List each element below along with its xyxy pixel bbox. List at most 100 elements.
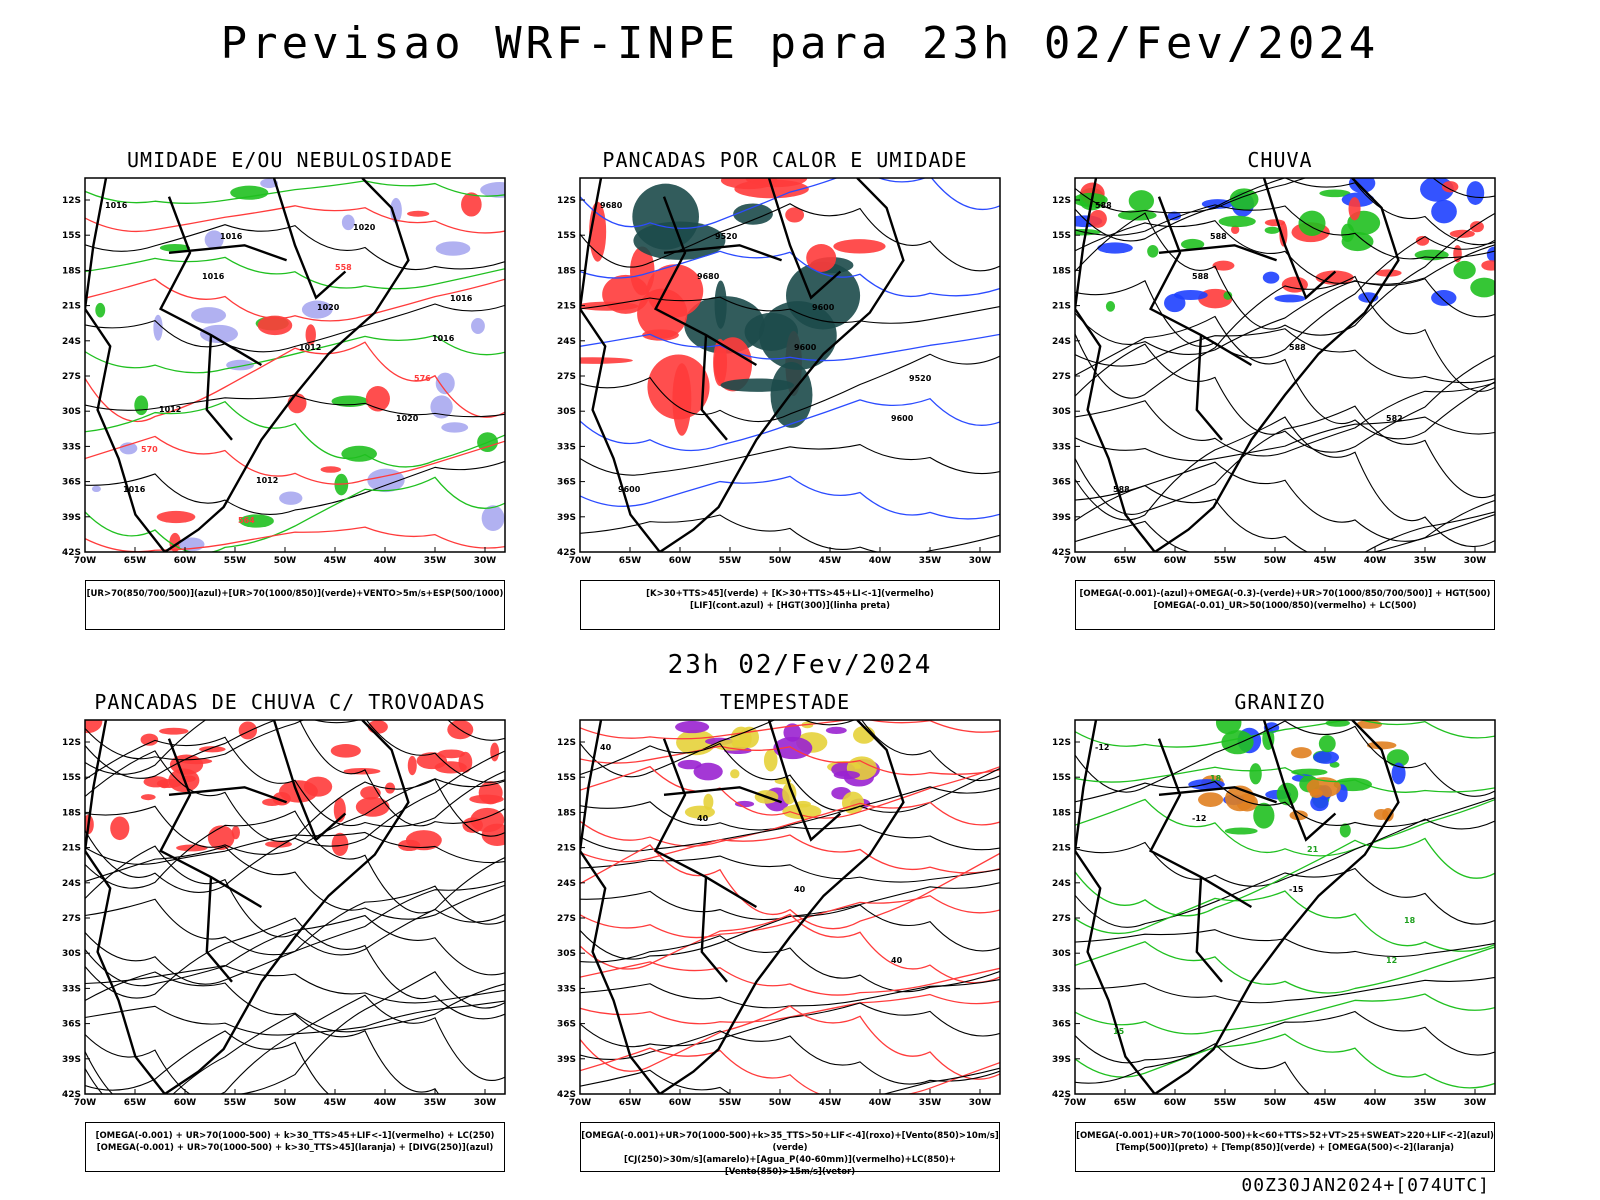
- longitude-label: 65W: [619, 556, 642, 566]
- latitude-label: 36S: [557, 1020, 576, 1030]
- coastline-borders: [580, 720, 905, 1094]
- contour-label: 588: [1113, 485, 1130, 494]
- contour-label: 40: [697, 814, 709, 823]
- panel-title: PANCADAS DE CHUVA C/ TROVOADAS: [94, 690, 486, 714]
- latitude-label: 27S: [1052, 372, 1071, 382]
- latitude-label: 24S: [1052, 337, 1071, 347]
- contour-label: 1012: [159, 405, 181, 414]
- contour-label: 40: [600, 743, 612, 752]
- field-shading: [91, 178, 505, 552]
- longitude-label: 70W: [1064, 1098, 1087, 1108]
- longitude-label: 60W: [174, 1098, 197, 1108]
- longitude-label: 45W: [819, 556, 842, 566]
- coastline-borders: [580, 178, 905, 552]
- longitude-label: 40W: [1364, 1098, 1387, 1108]
- contour-label: 1020: [317, 303, 340, 312]
- longitude-label: 55W: [224, 556, 247, 566]
- latitude-label: 21S: [1052, 844, 1071, 854]
- latitude-label: 33S: [557, 984, 576, 994]
- latitude-label: 30S: [557, 407, 576, 417]
- latitude-label: 33S: [62, 442, 81, 452]
- latitude-label: 33S: [557, 442, 576, 452]
- contour-lines: [1075, 178, 1495, 552]
- contour-label: 1020: [353, 223, 376, 232]
- panel-title: PANCADAS POR CALOR E UMIDADE: [602, 148, 968, 172]
- latitude-label: 15S: [1052, 773, 1071, 783]
- contour-label: 582: [1386, 414, 1403, 423]
- longitude-label: 70W: [74, 556, 97, 566]
- legend-line: [CJ(250)>30m/s](amarelo)+[Agua_P(40-60mm…: [623, 1155, 957, 1177]
- legend-line: [LIF](cont.azul) + [HGT(300)](linha pret…: [689, 601, 891, 611]
- panel-legend: [OMEGA(-0.001) + UR>70(1000-500) + k>30_…: [85, 1122, 505, 1172]
- contour-label: 12: [1386, 956, 1397, 965]
- latitude-label: 27S: [62, 372, 81, 382]
- latitude-label: 12S: [557, 196, 576, 206]
- forecast-time-title: 23h 02/Fev/2024: [667, 650, 933, 680]
- latitude-label: 12S: [1052, 196, 1071, 206]
- legend-line: [OMEGA(-0.001)+UR>70(1000-500)+k<60+TTS>…: [1076, 1131, 1494, 1141]
- latitude-label: 12S: [557, 738, 576, 748]
- latitude-label: 18S: [62, 266, 81, 276]
- latitude-label: 30S: [62, 407, 81, 417]
- panel-title: GRANIZO: [1234, 690, 1326, 714]
- legend-line: [OMEGA(-0.001)-(azul)+OMEGA(-0.3)-(verde…: [1079, 589, 1491, 599]
- contour-lines: [85, 720, 505, 1094]
- contour-lines: [85, 180, 505, 552]
- latitude-label: 24S: [62, 879, 81, 889]
- coastline-borders: [85, 720, 410, 1094]
- latitude-label: 18S: [62, 808, 81, 818]
- map-panel-5: TEMPESTADE 40 40 40 40 12S 15S 18S 21S 24S 27S 30S 3…: [550, 690, 1020, 1180]
- contour-label: 21: [1307, 845, 1319, 854]
- map-panel-3: CHUVA 588 588 588 582 588 588 12S 15S 18S 21S 24S 27…: [1045, 148, 1515, 638]
- legend-line: [OMEGA(-0.001) + UR>70(1000-500) + k>30_…: [96, 1143, 494, 1153]
- latitude-label: 12S: [62, 738, 81, 748]
- latitude-label: 27S: [62, 914, 81, 924]
- contour-label: 588: [1095, 201, 1112, 210]
- legend-line: [OMEGA(-0.001) + UR>70(1000-500) + k>30_…: [95, 1131, 495, 1141]
- latitude-label: 30S: [1052, 949, 1071, 959]
- longitude-label: 60W: [669, 556, 692, 566]
- latitude-label: 42S: [557, 548, 576, 558]
- panel-title: CHUVA: [1247, 148, 1313, 172]
- contour-label: 9600: [618, 485, 641, 494]
- contour-label: -12: [1095, 743, 1109, 752]
- contour-label: 9600: [812, 303, 835, 312]
- longitude-label: 70W: [569, 1098, 592, 1108]
- latitude-label: 33S: [1052, 442, 1071, 452]
- latitude-label: 18S: [1052, 808, 1071, 818]
- longitude-label: 50W: [274, 1098, 297, 1108]
- map-panel-1: UMIDADE E/OU NEBULOSIDADE 1016 1016 1012 102…: [55, 148, 525, 638]
- longitude-label: 70W: [1064, 556, 1087, 566]
- longitude-label: 45W: [1314, 1098, 1337, 1108]
- weather-map: 588 588 588 582 588 588 12S 15S 18S 21S 24S 27S 30S 3…: [1052, 177, 1496, 566]
- latitude-label: 42S: [62, 548, 81, 558]
- contour-label: 564: [238, 516, 255, 525]
- longitude-label: 35W: [424, 556, 447, 566]
- latitude-label: 15S: [62, 773, 81, 783]
- latitude-label: 39S: [62, 513, 81, 523]
- contour-lines: [580, 720, 1000, 1094]
- contour-label: 588: [1210, 232, 1227, 241]
- latitude-label: 21S: [62, 302, 81, 312]
- longitude-label: 60W: [1164, 1098, 1187, 1108]
- latitude-label: 12S: [1052, 738, 1071, 748]
- longitude-label: 35W: [1414, 556, 1437, 566]
- contour-label: 1016: [123, 485, 146, 494]
- latitude-label: 27S: [1052, 914, 1071, 924]
- longitude-label: 60W: [1164, 556, 1187, 566]
- latitude-label: 36S: [62, 1020, 81, 1030]
- longitude-label: 40W: [869, 1098, 892, 1108]
- latitude-label: 24S: [557, 879, 576, 889]
- legend-line: [OMEGA(-0.01)_UR>50(1000/850)(vermelho) …: [1153, 601, 1417, 611]
- contour-lines: [580, 178, 1000, 552]
- latitude-label: 30S: [62, 949, 81, 959]
- latitude-label: 42S: [1052, 548, 1071, 558]
- longitude-label: 55W: [1214, 1098, 1237, 1108]
- field-shading: [675, 720, 880, 820]
- longitude-label: 30W: [969, 556, 992, 566]
- longitude-label: 45W: [819, 1098, 842, 1108]
- latitude-label: 24S: [62, 337, 81, 347]
- contour-label: 1012: [256, 476, 278, 485]
- longitude-label: 60W: [669, 1098, 692, 1108]
- latitude-label: 18S: [1052, 266, 1071, 276]
